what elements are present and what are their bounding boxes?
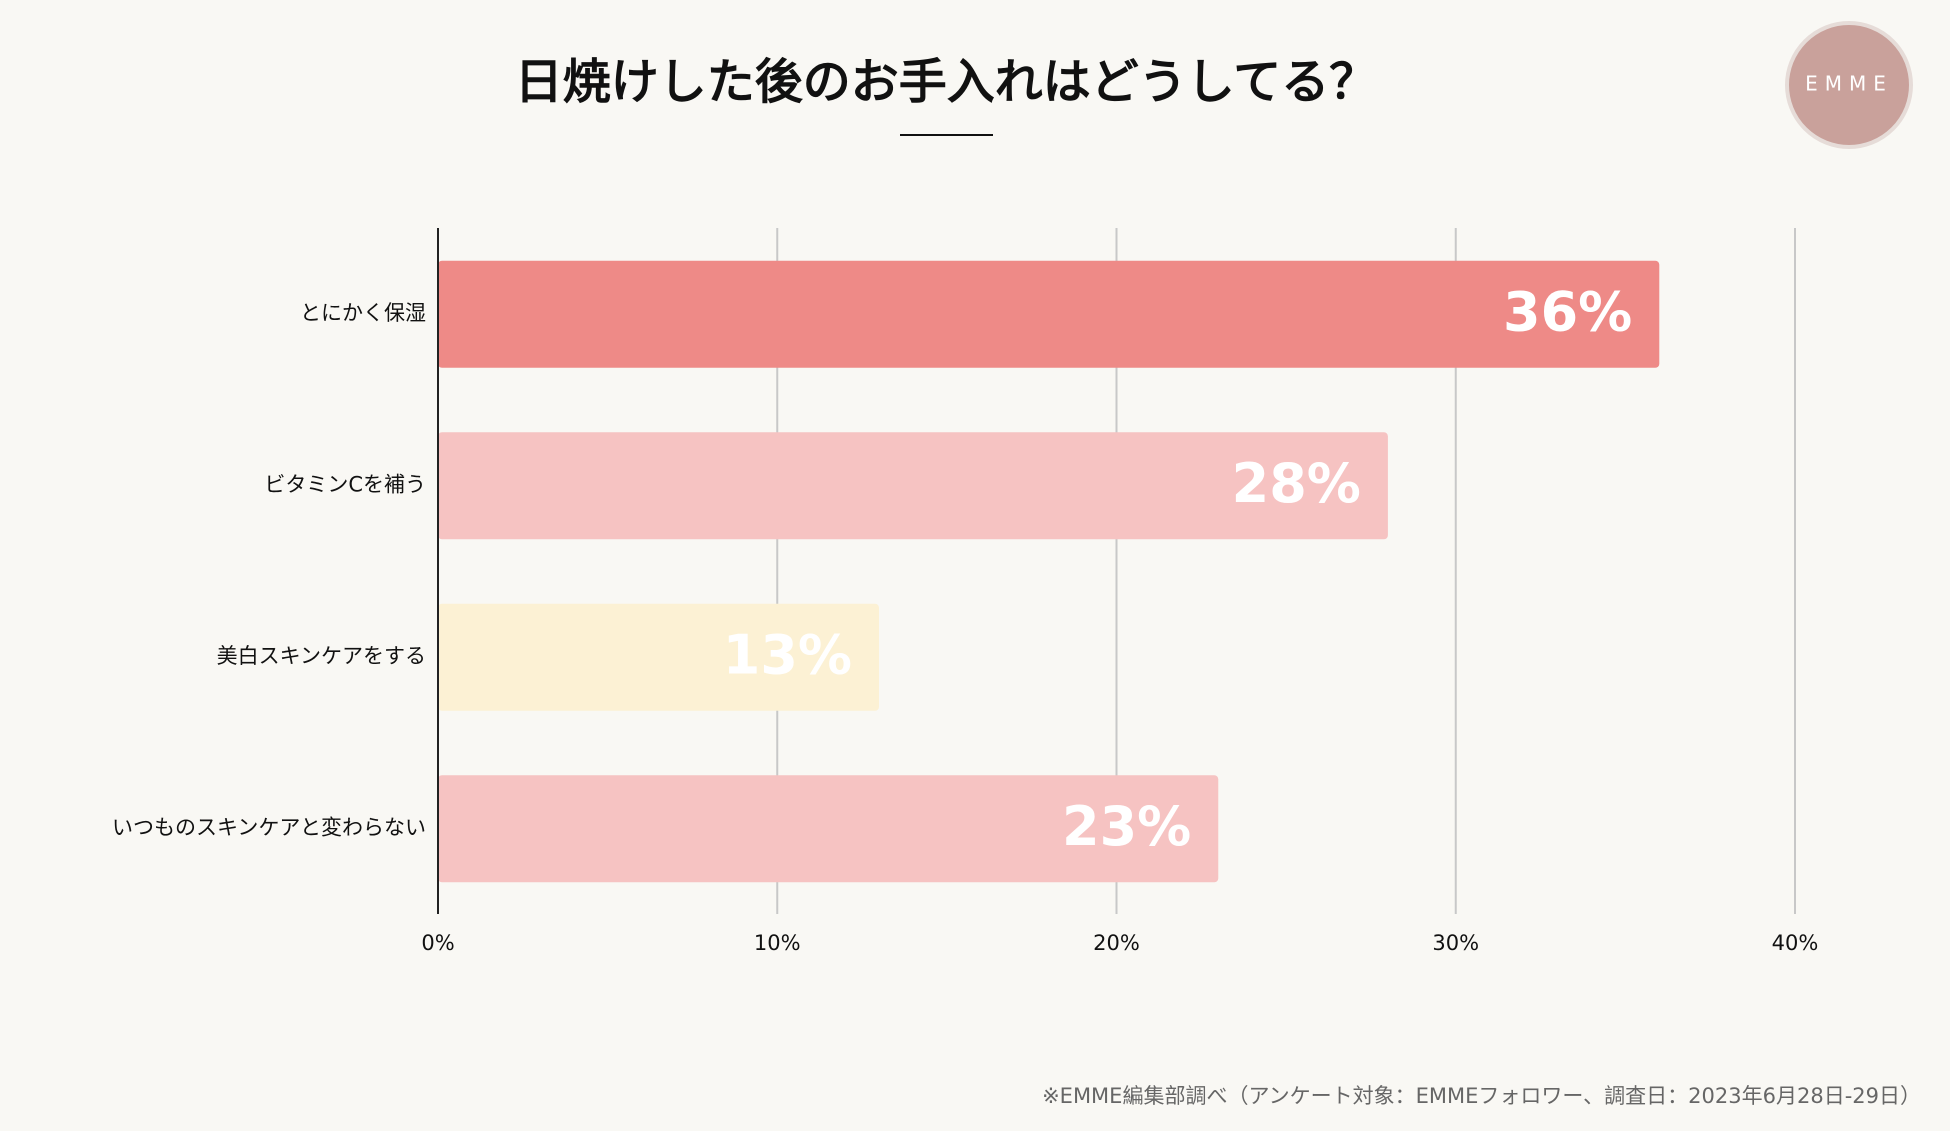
data-label: 28%: [1232, 452, 1361, 515]
data-label: 36%: [1503, 280, 1632, 343]
logo-circle: [1785, 21, 1913, 149]
footnote: ※EMME編集部調べ（アンケート対象：EMMEフォロワー、調査日：2023年6月…: [1042, 1084, 1921, 1108]
x-tick-label: 10%: [754, 931, 801, 955]
x-tick-label: 0%: [421, 931, 454, 955]
bar: [438, 432, 1388, 540]
x-tick-label: 30%: [1432, 931, 1479, 955]
y-tick-label: ビタミンCを補う: [264, 472, 426, 496]
bar: [438, 775, 1219, 883]
data-label: 13%: [723, 623, 852, 686]
x-tick-label: 40%: [1772, 931, 1819, 955]
chart-title: 日焼けした後のお手入れはどうしてる？: [515, 54, 1378, 110]
bar: [438, 260, 1660, 368]
logo: EMME: [1805, 72, 1893, 96]
bar: [438, 603, 880, 711]
x-tick-label: 20%: [1093, 931, 1140, 955]
y-tick-label: とにかく保湿: [300, 301, 426, 325]
y-tick-label: 美白スキンケアをする: [217, 644, 426, 668]
y-tick-label: いつものスキンケアと変わらない: [112, 815, 426, 839]
data-label: 23%: [1062, 795, 1191, 858]
